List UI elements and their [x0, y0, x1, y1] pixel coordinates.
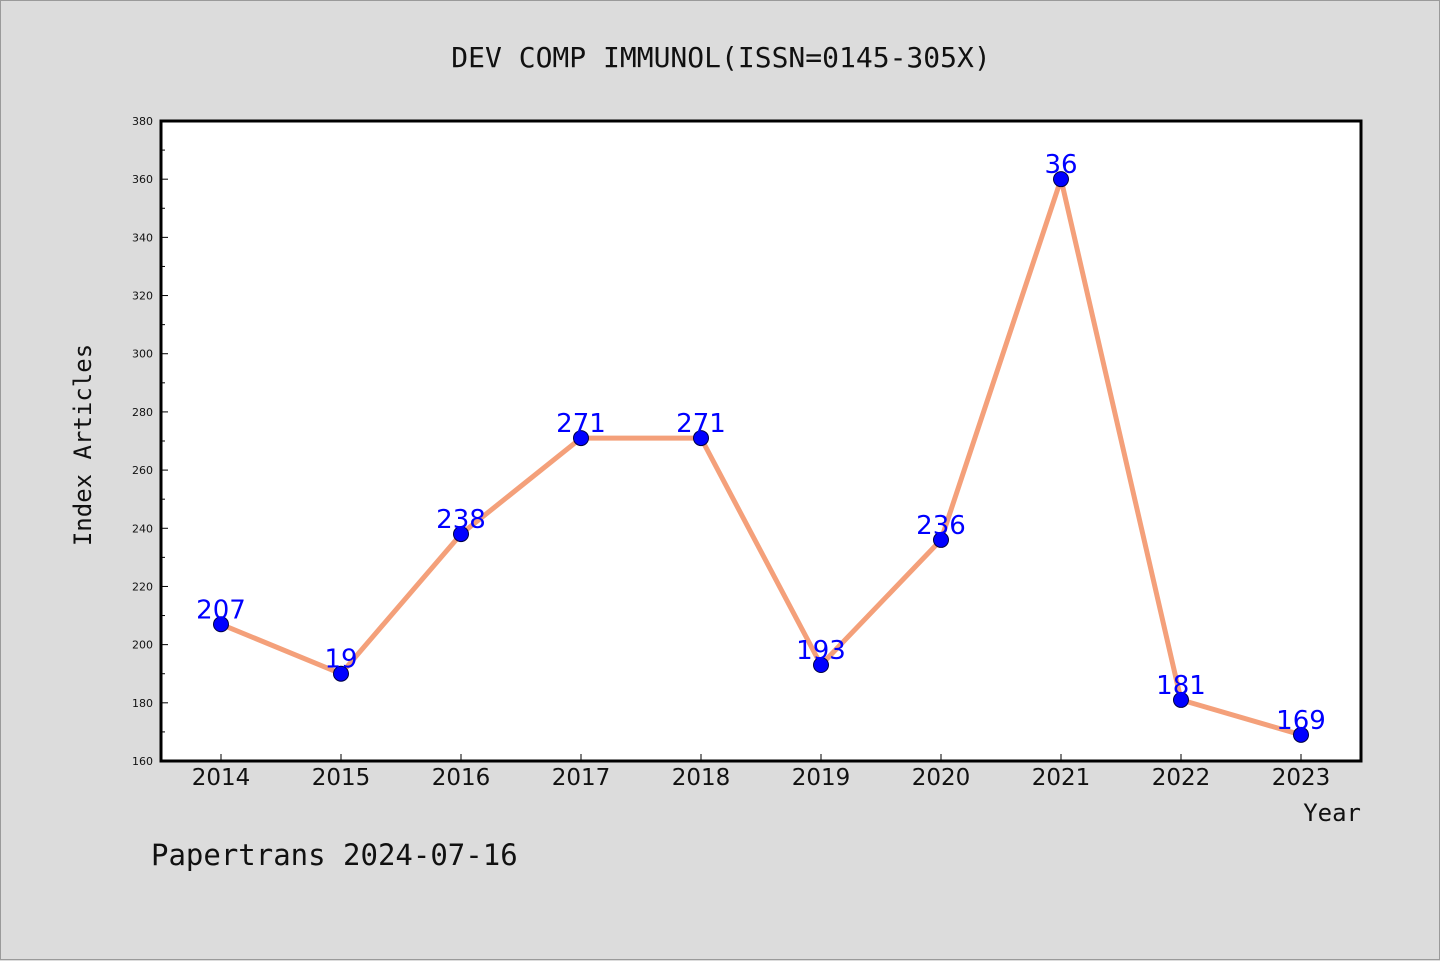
y-tick-label: 280 — [132, 406, 153, 419]
data-point — [813, 657, 829, 673]
x-tick-label: 2014 — [192, 765, 251, 791]
data-point — [1173, 691, 1189, 708]
x-tick-label: 2016 — [432, 765, 491, 791]
x-tick-label: 2019 — [792, 765, 851, 791]
y-tick-label: 300 — [132, 348, 153, 361]
y-tick-label: 220 — [132, 580, 153, 593]
data-point — [693, 430, 709, 447]
x-tick-label: 2020 — [912, 765, 971, 791]
data-label: 193 — [796, 636, 846, 666]
data-label: 238 — [436, 505, 486, 535]
x-tick-label: 2022 — [1152, 765, 1211, 791]
y-tick-label: 240 — [132, 522, 153, 535]
data-label: 36 — [1044, 150, 1077, 180]
x-tick-label: 2021 — [1032, 765, 1091, 791]
y-tick-label: 360 — [132, 173, 153, 186]
data-point — [1293, 726, 1309, 743]
x-axis-ticks: 2014 2015 2016 2017 2018 2019 2020 2021 2022 2023 — [192, 754, 1331, 791]
data-point — [573, 430, 589, 447]
x-tick-label: 2018 — [672, 765, 731, 791]
data-point — [453, 526, 469, 543]
y-tick-label: 340 — [132, 231, 153, 244]
data-label: 169 — [1276, 706, 1326, 736]
x-tick-label: 2015 — [312, 765, 371, 791]
chart-title: DEV COMP IMMUNOL(ISSN=0145-305X) — [451, 41, 990, 74]
x-tick-label: 2023 — [1272, 765, 1331, 791]
series-line — [220, 176, 1302, 738]
data-label: 271 — [676, 409, 726, 439]
data-label: 181 — [1156, 671, 1206, 701]
x-tick-label: 2017 — [552, 765, 611, 791]
y-tick-label: 320 — [132, 290, 153, 303]
footer-stamp: Papertrans 2024-07-16 — [151, 838, 518, 872]
data-point — [213, 616, 229, 633]
data-point — [933, 531, 949, 548]
y-axis-ticks: 160 180 200 220 240 260 280 300 320 340 360 380 — [132, 115, 168, 768]
data-label: 236 — [916, 511, 966, 541]
x-axis-label: Year — [1303, 799, 1361, 827]
y-tick-label: 200 — [132, 639, 153, 652]
data-point — [333, 665, 349, 682]
y-tick-label: 380 — [132, 115, 153, 128]
data-label: 271 — [556, 409, 606, 439]
plot-area — [159, 119, 1363, 763]
data-point — [1053, 171, 1069, 188]
series-layer: 207 19 238 271 271 193 236 36 181 169 — [196, 150, 1326, 743]
y-tick-label: 260 — [132, 464, 153, 477]
data-label: 19 — [324, 645, 357, 675]
data-label: 207 — [196, 595, 246, 625]
y-axis-label: Index Articles — [69, 344, 97, 546]
y-tick-label: 180 — [132, 697, 153, 710]
y-tick-label: 160 — [132, 755, 153, 768]
